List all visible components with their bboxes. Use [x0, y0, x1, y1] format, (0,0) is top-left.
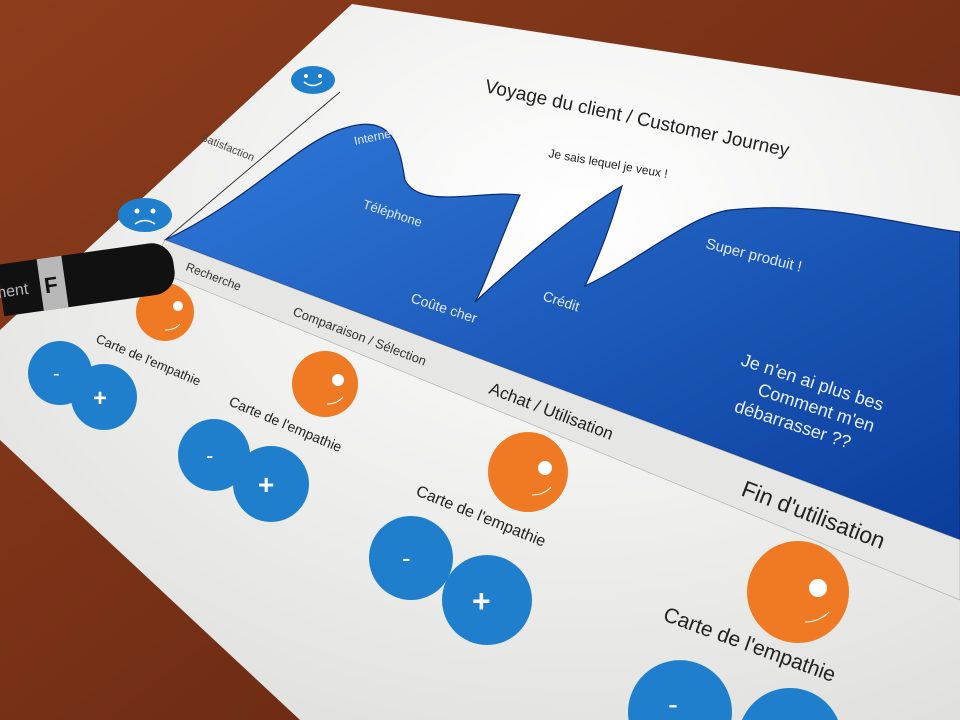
svg-text:+: + — [93, 385, 107, 412]
svg-text:-: - — [668, 688, 678, 720]
emotion-sticker — [136, 283, 194, 341]
minus-sticker: - — [369, 516, 453, 600]
svg-text:+: + — [258, 469, 274, 500]
svg-text:ment: ment — [0, 281, 30, 303]
emotion-sticker — [488, 432, 568, 512]
svg-text:+: + — [472, 583, 491, 619]
plus-sticker: + — [233, 446, 309, 522]
satisfaction-curve — [163, 123, 960, 541]
plus-sticker — [742, 688, 838, 720]
emotion-sticker — [747, 541, 849, 643]
emotion-sticker — [292, 351, 358, 417]
sad-face-icon — [118, 198, 172, 232]
svg-text:-: - — [206, 443, 213, 468]
y-axis — [164, 91, 341, 241]
svg-text:F: F — [43, 272, 60, 299]
marker-pen: F ment — [0, 243, 175, 317]
happy-face-icon — [291, 66, 335, 94]
plus-sticker: + — [442, 555, 532, 645]
plus-sticker: + — [71, 364, 137, 430]
minus-sticker: - — [178, 419, 250, 491]
minus-sticker: - — [628, 660, 732, 720]
svg-text:-: - — [402, 543, 411, 573]
svg-text:-: - — [53, 363, 60, 385]
